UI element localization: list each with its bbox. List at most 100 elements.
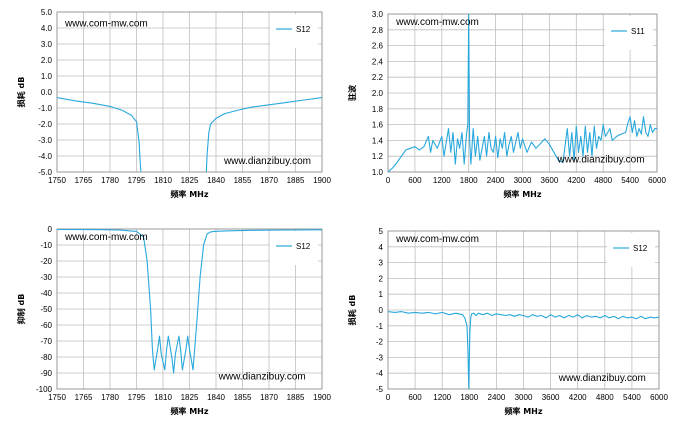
watermark-text: www.dianzibuy.com	[558, 373, 646, 384]
x-tick-label: 600	[408, 393, 422, 402]
y-tick-label: -5	[376, 385, 384, 394]
x-axis-label: 频率 MHz	[170, 406, 208, 416]
y-tick-label: 2.8	[372, 26, 384, 35]
y-axis-label: 损耗 dB	[16, 77, 26, 108]
series-line	[205, 97, 322, 172]
y-tick-label: 4.0	[41, 24, 53, 33]
x-tick-label: 0	[386, 176, 391, 185]
x-tick-label: 1795	[128, 393, 146, 402]
x-tick-label: 4800	[596, 393, 614, 402]
y-axis-label: 抑制 dB	[16, 294, 26, 325]
y-tick-label: -5.0	[38, 168, 52, 177]
y-tick-label: 2.2	[372, 73, 384, 82]
plot-area	[387, 13, 658, 173]
chart-panel-3: 1750 1765 1780 1795 1810 1825 1840 1855 1870 1885…	[16, 225, 331, 416]
x-tick-label: 2400	[487, 176, 505, 185]
y-tick-label: 1.2	[372, 152, 384, 161]
watermark-text: www.dianzibuy.com	[223, 156, 311, 167]
chart-panel-1: 1750 1765 1780 1795 1810 1825 1840 1855 1870 1885…	[16, 8, 331, 199]
y-axis-label: 损耗 dB	[347, 295, 357, 326]
watermark-text: www.com-mw.com	[395, 234, 479, 245]
y-tick-label: 1.8	[372, 105, 384, 114]
y-tick-label: -4	[376, 369, 384, 378]
x-tick-label: 1870	[260, 393, 278, 402]
plot-area	[56, 11, 323, 173]
y-tick-label: 3.0	[41, 40, 53, 49]
series-line	[388, 14, 657, 172]
legend-box	[270, 231, 318, 265]
x-tick-label: 3600	[542, 393, 560, 402]
x-tick-label: 1800	[460, 393, 478, 402]
x-tick-label: 1795	[128, 176, 146, 185]
y-tick-label: -10	[40, 241, 52, 250]
series-line	[57, 229, 322, 374]
y-tick-label: -100	[36, 385, 53, 394]
x-tick-label: 1885	[287, 176, 305, 185]
y-tick-label: 5	[379, 227, 384, 236]
y-tick-label: 4	[379, 243, 384, 252]
y-tick-label: 1.6	[372, 121, 384, 130]
legend-label: S12	[296, 242, 311, 251]
y-tick-label: -4.0	[38, 152, 52, 161]
y-tick-label: -40	[40, 289, 52, 298]
y-tick-label: -2.0	[38, 120, 52, 129]
x-tick-label: 6000	[648, 176, 666, 185]
series-line	[57, 97, 142, 172]
x-tick-label: 5400	[621, 176, 639, 185]
x-tick-label: 1825	[181, 176, 199, 185]
y-tick-label: -1	[376, 322, 384, 331]
x-tick-label: 1870	[260, 176, 278, 185]
y-tick-label: 3	[379, 259, 384, 268]
watermark-text: www.com-mw.com	[64, 18, 148, 29]
y-tick-label: 1.0	[372, 168, 384, 177]
y-tick-label: 2.6	[372, 42, 384, 51]
y-tick-label: -60	[40, 321, 52, 330]
y-axis-label: 驻波	[347, 84, 357, 101]
legend-box	[605, 16, 653, 50]
y-tick-label: -3	[376, 353, 384, 362]
x-tick-label: 1900	[313, 393, 331, 402]
x-tick-label: 5400	[623, 393, 641, 402]
x-axis-label: 频率 MHz	[504, 406, 542, 416]
x-axis-label: 频率 MHz	[170, 189, 208, 199]
x-tick-label: 2400	[488, 393, 506, 402]
x-tick-label: 1750	[48, 176, 66, 185]
x-tick-label: 1840	[207, 176, 225, 185]
plot-area	[387, 230, 660, 390]
x-tick-label: 1780	[101, 176, 119, 185]
chart-panel-2: 0 600 1200 1800 2400 3000 3600 4200 4800 5400 6000…	[347, 10, 666, 199]
y-tick-label: 1.4	[372, 136, 384, 145]
x-tick-label: 600	[408, 176, 422, 185]
x-tick-label: 1855	[234, 176, 252, 185]
x-tick-label: 4800	[594, 176, 612, 185]
watermark-text: www.com-mw.com	[64, 232, 148, 243]
x-tick-label: 6000	[650, 393, 668, 402]
x-tick-label: 1885	[287, 393, 305, 402]
x-tick-label: 1840	[207, 393, 225, 402]
x-tick-label: 1855	[234, 393, 252, 402]
legend-label: S12	[633, 244, 648, 253]
legend-box	[270, 14, 318, 48]
x-tick-label: 1810	[154, 176, 172, 185]
y-tick-label: -90	[40, 369, 52, 378]
y-tick-label: 5.0	[41, 8, 53, 17]
x-tick-label: 3000	[515, 393, 533, 402]
x-tick-label: 1765	[75, 393, 93, 402]
y-tick-label: -50	[40, 305, 52, 314]
watermark-text: www.dianzibuy.com	[218, 371, 306, 382]
y-tick-label: 2.0	[372, 89, 384, 98]
y-tick-label: 1.0	[41, 72, 53, 81]
y-tick-label: 3.0	[372, 10, 384, 19]
x-tick-label: 1200	[433, 393, 451, 402]
y-tick-label: 1	[379, 290, 384, 299]
y-tick-label: -1.0	[38, 104, 52, 113]
x-tick-label: 1810	[154, 393, 172, 402]
legend-label: S11	[631, 27, 645, 36]
y-tick-label: -2	[376, 338, 384, 347]
x-tick-label: 3600	[541, 176, 559, 185]
y-tick-label: 2	[379, 274, 384, 283]
y-tick-label: 0	[379, 306, 384, 315]
chart-panel-4: 0 600 1200 1800 2400 3000 3600 4200 4800 5400 6000…	[347, 227, 668, 416]
x-tick-label: 1900	[313, 176, 331, 185]
x-tick-label: 1750	[48, 393, 66, 402]
